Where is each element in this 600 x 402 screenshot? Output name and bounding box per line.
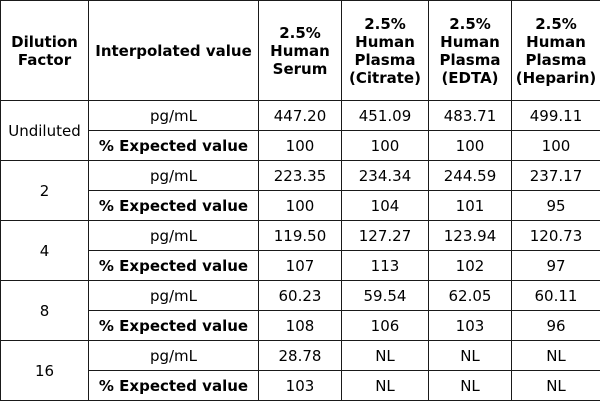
edta-pct-cell: 100 (428, 130, 512, 161)
unit-label-cell: pg/mL (88, 100, 259, 131)
table-row: 2 pg/mL 223.35 234.34 244.59 237.17 (0, 160, 600, 221)
header-human-plasma-heparin: 2.5% Human Plasma (Heparin) (511, 0, 600, 101)
header-human-serum: 2.5% Human Serum (258, 0, 342, 101)
heparin-pct-cell: 95 (511, 190, 600, 221)
pct-expected-label-cell: % Expected value (88, 190, 259, 221)
header-human-plasma-citrate: 2.5% Human Plasma (Citrate) (341, 0, 429, 101)
unit-label-cell: pg/mL (88, 220, 259, 251)
unit-label-cell: pg/mL (88, 280, 259, 311)
citrate-pct-cell: NL (341, 370, 429, 401)
serum-pct-cell: 107 (258, 250, 342, 281)
edta-value-cell: 62.05 (428, 280, 512, 311)
heparin-pct-cell: NL (511, 370, 600, 401)
serum-pct-cell: 103 (258, 370, 342, 401)
pct-expected-label-cell: % Expected value (88, 310, 259, 341)
citrate-value-cell: 234.34 (341, 160, 429, 191)
table-row: % Expected value 108 106 103 96 (1, 310, 600, 341)
header-dilution-factor: Dilution Factor (0, 0, 89, 101)
table-row: 8 pg/mL 60.23 59.54 62.05 60.11 (0, 280, 600, 341)
citrate-value-cell: 59.54 (341, 280, 429, 311)
edta-value-cell: 244.59 (428, 160, 512, 191)
table-row: % Expected value 103 NL NL NL (1, 370, 600, 401)
edta-pct-cell: 103 (428, 310, 512, 341)
dilution-factor-cell: 4 (0, 220, 89, 281)
dilution-factor-cell: 8 (0, 280, 89, 341)
heparin-value-cell: 60.11 (511, 280, 600, 311)
citrate-value-cell: NL (341, 340, 429, 371)
citrate-pct-cell: 100 (341, 130, 429, 161)
heparin-pct-cell: 100 (511, 130, 600, 161)
serum-value-cell: 119.50 (258, 220, 342, 251)
serum-value-cell: 223.35 (258, 160, 342, 191)
table-row: 4 pg/mL 119.50 127.27 123.94 120.73 (0, 220, 600, 281)
edta-pct-cell: NL (428, 370, 512, 401)
heparin-value-cell: 120.73 (511, 220, 600, 251)
edta-pct-cell: 102 (428, 250, 512, 281)
table-row: % Expected value 107 113 102 97 (1, 250, 600, 281)
serum-value-cell: 28.78 (258, 340, 342, 371)
heparin-pct-cell: 96 (511, 310, 600, 341)
unit-label-cell: pg/mL (88, 340, 259, 371)
header-interpolated-value: Interpolated value (88, 0, 259, 101)
pct-expected-label-cell: % Expected value (88, 130, 259, 161)
serum-pct-cell: 100 (258, 130, 342, 161)
edta-value-cell: 123.94 (428, 220, 512, 251)
table-header: Dilution Factor Interpolated value 2.5% … (0, 0, 600, 101)
citrate-pct-cell: 113 (341, 250, 429, 281)
edta-value-cell: 483.71 (428, 100, 512, 131)
dilution-factor-cell: Undiluted (0, 100, 89, 161)
serum-pct-cell: 100 (258, 190, 342, 221)
pct-expected-label-cell: % Expected value (88, 250, 259, 281)
serum-value-cell: 447.20 (258, 100, 342, 131)
header-row: Dilution Factor Interpolated value 2.5% … (0, 0, 600, 101)
table-row: % Expected value 100 100 100 100 (1, 130, 600, 161)
unit-label-cell: pg/mL (88, 160, 259, 191)
serum-value-cell: 60.23 (258, 280, 342, 311)
table-row: 16 pg/mL 28.78 NL NL NL (0, 340, 600, 401)
heparin-value-cell: NL (511, 340, 600, 371)
citrate-pct-cell: 106 (341, 310, 429, 341)
citrate-pct-cell: 104 (341, 190, 429, 221)
citrate-value-cell: 127.27 (341, 220, 429, 251)
heparin-pct-cell: 97 (511, 250, 600, 281)
edta-pct-cell: 101 (428, 190, 512, 221)
pct-expected-label-cell: % Expected value (88, 370, 259, 401)
heparin-value-cell: 499.11 (511, 100, 600, 131)
edta-value-cell: NL (428, 340, 512, 371)
table-body: Undiluted pg/mL 447.20 451.09 483.71 499… (0, 100, 600, 401)
citrate-value-cell: 451.09 (341, 100, 429, 131)
heparin-value-cell: 237.17 (511, 160, 600, 191)
dilution-factor-cell: 16 (0, 340, 89, 401)
dilution-factor-cell: 2 (0, 160, 89, 221)
table-row: % Expected value 100 104 101 95 (1, 190, 600, 221)
serum-pct-cell: 108 (258, 310, 342, 341)
table-row: Undiluted pg/mL 447.20 451.09 483.71 499… (0, 100, 600, 161)
header-human-plasma-edta: 2.5% Human Plasma (EDTA) (428, 0, 512, 101)
